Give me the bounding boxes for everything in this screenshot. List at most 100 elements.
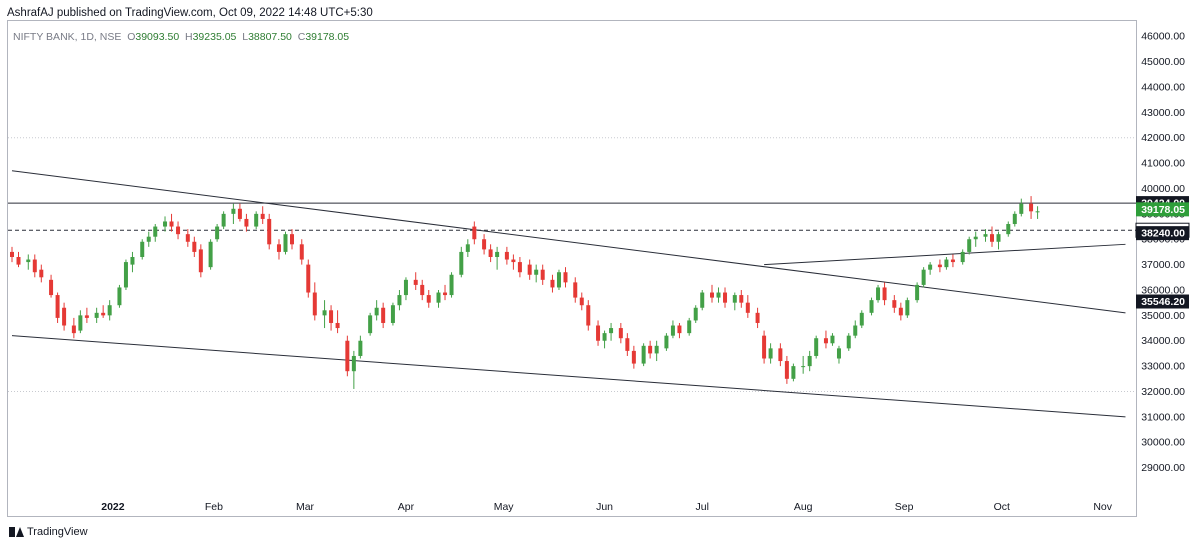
- price-tag-label: 38240.00: [1141, 228, 1185, 240]
- candle-down: [71, 317, 76, 339]
- candle-up: [26, 254, 31, 270]
- candle-down: [10, 246, 14, 263]
- candle-body: [882, 287, 887, 301]
- candle-down: [618, 322, 623, 344]
- candle-body: [231, 208, 236, 214]
- candle-up: [967, 236, 972, 255]
- time-tick-label: Mar: [296, 501, 315, 513]
- candle-body: [101, 312, 106, 316]
- candle-body: [390, 305, 395, 323]
- price-tag-box: [1136, 202, 1189, 217]
- candle-up: [801, 355, 806, 374]
- candle-up: [140, 239, 145, 260]
- candles: [10, 196, 1040, 389]
- candle-body: [921, 269, 926, 285]
- candle-body: [1006, 224, 1011, 235]
- candle-up: [664, 333, 669, 351]
- candle-body: [830, 335, 835, 344]
- time-tick-label: Sep: [895, 501, 914, 513]
- candle-up: [374, 300, 379, 321]
- candle-up: [436, 289, 441, 308]
- candle-body: [283, 234, 288, 252]
- candle-up: [146, 231, 151, 247]
- candle-down: [488, 244, 493, 263]
- candle-down: [625, 333, 630, 356]
- candle-body: [130, 257, 135, 265]
- candle-down: [540, 264, 545, 285]
- candle-body: [358, 340, 363, 356]
- candle-body: [403, 279, 408, 296]
- candle-body: [723, 292, 728, 303]
- candle-body: [426, 295, 431, 303]
- time-tick-label: Feb: [205, 501, 223, 513]
- candle-down: [413, 272, 418, 290]
- price-tick-label: 37000.00: [1141, 259, 1185, 271]
- candle-body: [420, 284, 425, 296]
- candle-down: [443, 284, 448, 301]
- price-tick-label: 46000.00: [1141, 31, 1185, 43]
- candle-up: [231, 203, 236, 225]
- candle-body: [973, 236, 978, 240]
- candle-body: [768, 348, 773, 359]
- candle-body: [687, 320, 692, 334]
- candle-body: [153, 226, 158, 237]
- candle-up: [1012, 211, 1017, 227]
- candle-down: [563, 267, 568, 288]
- drawn-lines: [8, 170, 1136, 418]
- candle-body: [208, 241, 213, 268]
- candle-body: [960, 251, 965, 263]
- candle-body: [185, 234, 190, 242]
- candle-up: [869, 297, 874, 316]
- candle-body: [504, 251, 509, 260]
- candle-down: [169, 213, 174, 232]
- candle-body: [117, 287, 122, 306]
- candle-body: [306, 264, 311, 293]
- candle-up: [556, 269, 561, 290]
- time-tick-label: Jun: [596, 501, 613, 513]
- candle-body: [511, 259, 516, 263]
- time-tick-label: Oct: [994, 501, 1010, 513]
- candle-up: [163, 216, 168, 232]
- candle-body: [602, 333, 607, 341]
- candle-up: [915, 282, 920, 303]
- candle-body: [39, 269, 44, 278]
- candle-body: [853, 325, 858, 336]
- candle-up: [716, 287, 721, 303]
- legend-low-label: L: [242, 31, 249, 43]
- candle-up: [693, 305, 698, 323]
- candle-down: [677, 322, 682, 339]
- candle-down: [84, 307, 89, 323]
- candle-up: [153, 224, 158, 242]
- candle-down: [32, 254, 37, 278]
- candle-body: [192, 241, 197, 252]
- price-tick-label: 30000.00: [1141, 437, 1185, 449]
- price-grid: [8, 137, 1136, 392]
- candle-body: [176, 226, 181, 235]
- candle-down: [1029, 196, 1034, 219]
- candle-body: [459, 251, 464, 275]
- candle-body: [1019, 203, 1024, 214]
- candle-down: [579, 292, 584, 311]
- trend-line: [764, 243, 1126, 266]
- candle-body: [299, 244, 304, 260]
- candle-body: [762, 335, 767, 359]
- time-tick-label: Jul: [696, 501, 709, 513]
- candle-body: [443, 292, 448, 296]
- candle-down: [312, 282, 317, 321]
- candle-body: [801, 366, 806, 368]
- candle-body: [381, 307, 386, 323]
- candle-body: [641, 345, 646, 364]
- candle-body: [677, 325, 682, 334]
- candle-up: [403, 277, 408, 301]
- candle-down: [472, 221, 477, 245]
- candle-body: [573, 282, 578, 298]
- candle-body: [488, 249, 493, 257]
- candle-down: [49, 274, 54, 298]
- chart-pane-frame[interactable]: [7, 20, 1137, 517]
- candle-down: [745, 295, 750, 318]
- candle-down: [290, 229, 294, 250]
- candle-body: [368, 315, 373, 334]
- price-tick-label: 41000.00: [1141, 158, 1185, 170]
